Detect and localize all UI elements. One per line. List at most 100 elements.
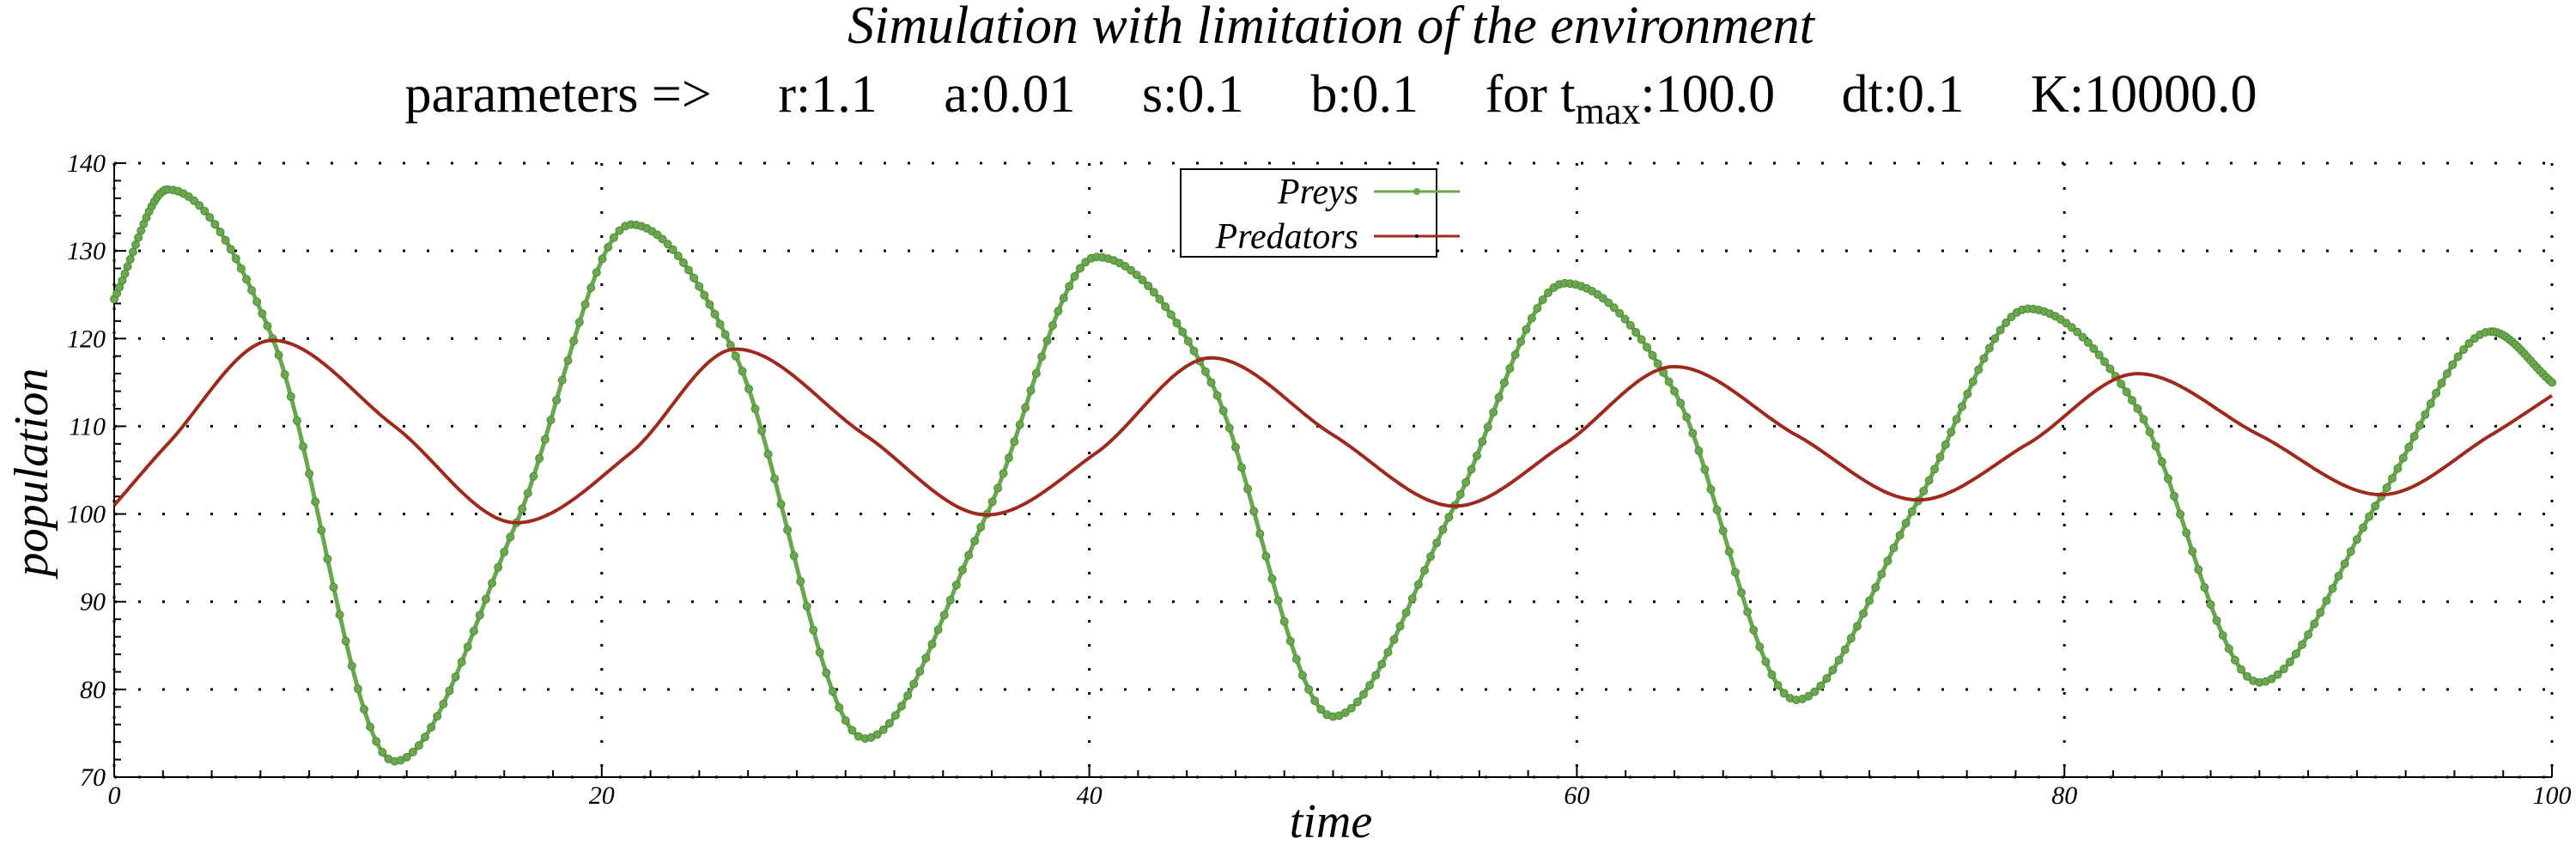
series-point-preys <box>999 469 1008 478</box>
x-tick-label-80: 80 <box>2051 781 2077 810</box>
series-point-preys <box>2285 657 2294 666</box>
series-point-preys <box>809 625 818 635</box>
y-tick-label-110: 110 <box>69 412 106 441</box>
series-line-preys <box>112 187 2554 764</box>
series-point-preys <box>2163 474 2172 483</box>
series-point-preys <box>2145 428 2154 437</box>
series-point-preys <box>451 672 460 682</box>
series-point-preys <box>341 636 350 646</box>
series-point-preys <box>884 719 894 728</box>
series-point-preys <box>518 504 527 514</box>
series-point-preys <box>1743 607 1753 617</box>
series-point-preys <box>1407 594 1417 604</box>
series-point-preys <box>915 666 925 676</box>
series-point-preys <box>488 579 496 588</box>
series-point-preys <box>872 730 882 739</box>
series-point-preys <box>987 497 997 507</box>
series-point-preys <box>529 471 538 481</box>
legend-label-predators: Predators <box>1215 217 1358 257</box>
series-point-preys <box>2139 415 2148 424</box>
series-point-preys <box>609 233 618 242</box>
series-point-preys <box>2078 332 2087 342</box>
series-point-preys <box>1352 697 1362 707</box>
series-point-preys <box>1178 327 1188 337</box>
series-point-preys <box>421 732 429 742</box>
series-point-preys <box>1963 389 1972 398</box>
series-point-preys <box>216 228 225 237</box>
series-point-preys <box>2237 665 2245 674</box>
series-point-preys <box>2151 441 2160 451</box>
series-point-preys <box>1947 428 1956 437</box>
series-point-preys <box>1155 295 1164 304</box>
series-point-preys <box>1958 402 1966 411</box>
series-point-preys <box>2067 323 2076 332</box>
series-point-preys <box>1267 574 1277 583</box>
series-point-preys <box>205 213 215 222</box>
series-point-preys <box>2340 559 2349 568</box>
series-point-preys <box>2388 474 2397 483</box>
series-point-preys <box>1279 617 1289 626</box>
chart-subtitle: parameters => r:1.1 a:0.01 s:0.1 b:0.1 f… <box>404 65 2257 132</box>
series-point-preys <box>402 752 411 762</box>
y-tick-label-70: 70 <box>80 763 106 792</box>
series-point-preys <box>663 240 672 249</box>
series-point-preys <box>360 705 368 714</box>
series-point-preys <box>242 275 251 284</box>
series-point-preys <box>557 375 567 385</box>
series-point-preys <box>939 611 949 620</box>
series-point-preys <box>951 580 961 590</box>
series-point-preys <box>720 330 730 339</box>
series-point-preys <box>1413 580 1423 589</box>
x-tick-label-40: 40 <box>1077 781 1103 810</box>
legend-label-preys: Preys <box>1277 173 1358 212</box>
series-point-preys <box>408 747 417 757</box>
series-point-preys <box>1426 552 1436 562</box>
series-point-preys <box>1865 596 1874 605</box>
series-point-preys <box>1420 566 1429 575</box>
series-point-preys <box>1828 665 1838 675</box>
series-point-preys <box>615 226 624 235</box>
series-point-preys <box>1631 328 1641 337</box>
series-point-preys <box>1755 642 1765 652</box>
series-point-preys <box>2122 387 2131 397</box>
series-point-preys <box>1810 687 1820 696</box>
legend-marker-predators <box>1415 234 1419 238</box>
x-tick-label-100: 100 <box>2533 781 2572 810</box>
series-point-preys <box>2304 630 2313 640</box>
series-point-preys <box>802 602 811 611</box>
series-point-preys <box>2170 491 2178 501</box>
series-point-preys <box>783 526 793 535</box>
series-point-preys <box>439 699 448 708</box>
series-point-preys <box>2421 410 2430 419</box>
series-point-preys <box>586 283 596 293</box>
series-point-preys <box>1200 367 1210 376</box>
series-point-preys <box>2365 512 2374 521</box>
series-point-preys <box>1859 609 1868 618</box>
axes: 0 20 40 60 80 100 70 80 90 100 110 120 130 140 <box>67 149 2572 810</box>
series-point-preys <box>1065 282 1074 291</box>
series-point-preys <box>1478 437 1487 447</box>
legend: Preys Predators <box>1180 168 1460 258</box>
series-point-preys <box>1230 442 1240 452</box>
series-point-preys <box>574 318 584 327</box>
y-tick-label-120: 120 <box>67 325 106 353</box>
series-point-preys <box>457 658 466 666</box>
series-point-preys <box>2094 350 2104 360</box>
series-point-preys <box>1527 313 1536 323</box>
series-point-preys <box>1291 654 1301 664</box>
series-point-preys <box>945 595 955 605</box>
series-point-preys <box>993 483 1003 493</box>
series-point-preys <box>569 337 579 346</box>
series-point-preys <box>2453 352 2463 362</box>
series-point-preys <box>796 577 805 586</box>
subtitle-extra-0: dt:0.1 <box>1775 65 1964 124</box>
series-point-preys <box>1737 588 1746 597</box>
series-point-preys <box>970 537 980 545</box>
series-point-preys <box>2267 674 2276 684</box>
series-point-preys <box>274 350 283 360</box>
series-point-preys <box>1996 325 2005 335</box>
series-point-preys <box>2200 583 2209 593</box>
series-point-preys <box>1310 696 1320 706</box>
series-point-preys <box>1389 635 1399 644</box>
